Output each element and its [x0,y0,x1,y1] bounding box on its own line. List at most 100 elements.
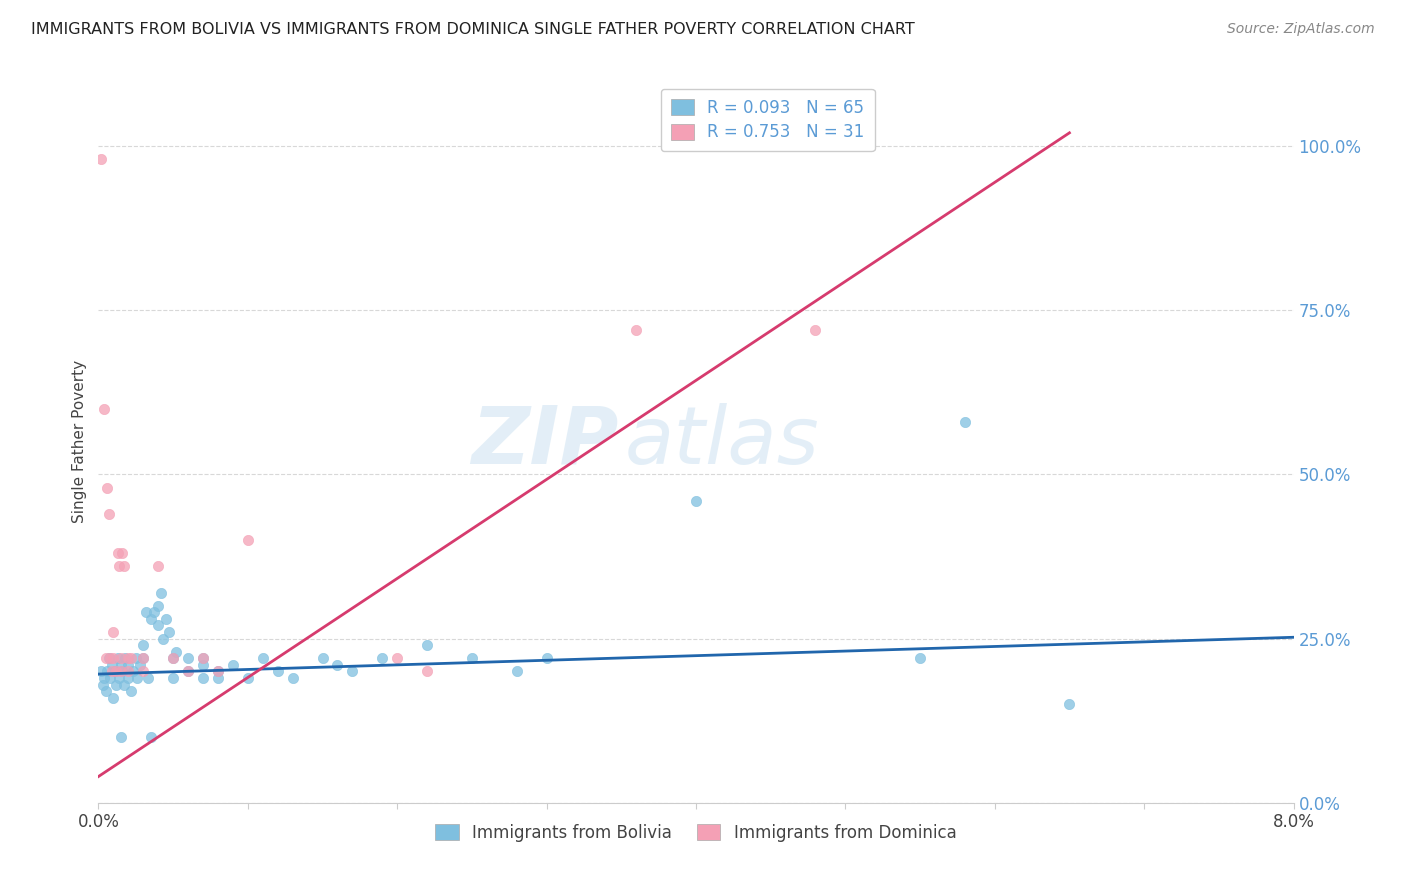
Point [281,671,304,685]
Point [191,651,214,665]
Point [416,665,439,679]
Point [148,599,170,613]
Point [506,665,529,679]
Point [142,605,165,619]
Point [132,665,155,679]
Point [103,625,125,640]
Point [207,665,229,679]
Point [326,657,349,672]
Point [416,638,439,652]
Point [104,665,127,679]
Point [107,651,129,665]
Point [110,665,132,679]
Point [110,651,132,665]
Point [150,585,173,599]
Point [117,651,139,665]
Point [117,665,139,679]
Point [101,657,124,672]
Point [97,507,120,521]
Point [135,605,157,619]
Point [148,618,170,632]
Point [236,671,259,685]
Point [1059,698,1081,712]
Point [953,415,976,429]
Point [162,671,184,685]
Point [267,665,290,679]
Legend: Immigrants from Bolivia, Immigrants from Dominica: Immigrants from Bolivia, Immigrants from… [429,817,963,848]
Y-axis label: Single Father Poverty: Single Father Poverty [72,360,87,523]
Point [105,665,128,679]
Point [94,651,117,665]
Point [114,651,136,665]
Point [157,625,180,640]
Point [93,401,115,416]
Point [120,684,142,698]
Point [93,671,115,685]
Point [96,665,118,679]
Point [461,651,484,665]
Point [97,651,120,665]
Point [107,546,129,560]
Point [371,651,394,665]
Point [120,651,142,665]
Point [127,671,149,685]
Point [101,665,124,679]
Point [152,632,174,646]
Point [111,546,134,560]
Point [103,690,125,705]
Point [132,651,155,665]
Text: Source: ZipAtlas.com: Source: ZipAtlas.com [1227,22,1375,37]
Point [177,651,200,665]
Point [236,533,259,547]
Point [165,645,187,659]
Point [162,651,184,665]
Point [207,665,229,679]
Point [177,665,200,679]
Point [98,671,122,685]
Point [536,651,558,665]
Point [129,657,152,672]
Point [908,651,931,665]
Point [117,657,139,672]
Point [121,665,143,679]
Point [252,651,274,665]
Point [117,671,139,685]
Point [90,152,112,166]
Point [804,323,827,337]
Point [162,651,184,665]
Point [148,559,170,574]
Point [108,671,131,685]
Text: IMMIGRANTS FROM BOLIVIA VS IMMIGRANTS FROM DOMINICA SINGLE FATHER POVERTY CORREL: IMMIGRANTS FROM BOLIVIA VS IMMIGRANTS FR… [31,22,915,37]
Point [191,671,214,685]
Point [685,493,707,508]
Point [139,612,162,626]
Point [105,677,128,691]
Text: ZIP: ZIP [471,402,619,481]
Point [177,665,200,679]
Point [90,665,112,679]
Point [626,323,648,337]
Point [112,559,135,574]
Point [96,481,118,495]
Point [311,651,333,665]
Point [112,677,135,691]
Point [191,651,214,665]
Point [132,651,155,665]
Point [136,671,159,685]
Point [110,730,132,744]
Point [155,612,177,626]
Point [385,651,409,665]
Point [132,638,155,652]
Point [207,671,229,685]
Point [110,657,132,672]
Point [91,677,114,691]
Text: atlas: atlas [624,402,820,481]
Point [222,657,245,672]
Point [108,559,131,574]
Point [125,651,148,665]
Point [111,665,134,679]
Point [103,651,125,665]
Point [94,684,117,698]
Point [139,730,162,744]
Point [191,657,214,672]
